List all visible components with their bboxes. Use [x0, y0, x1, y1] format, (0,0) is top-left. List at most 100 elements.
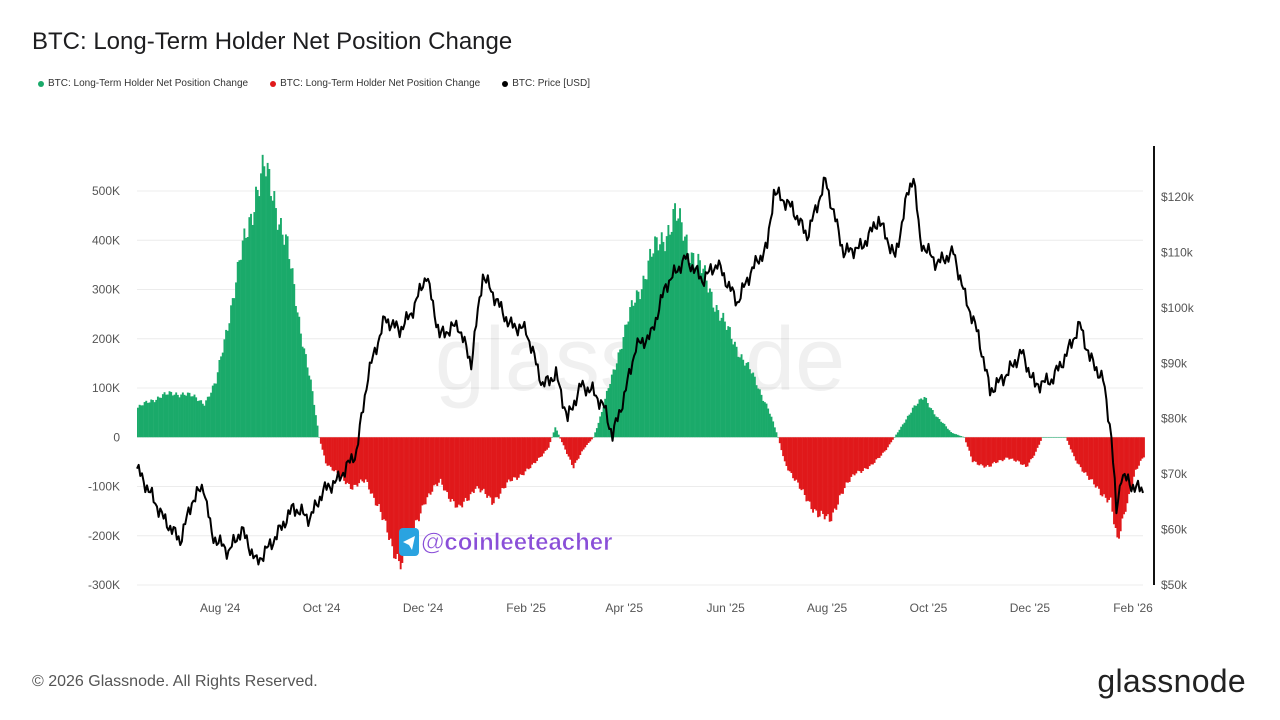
bar-positive: [717, 310, 720, 438]
bar-positive: [600, 411, 603, 438]
bar-negative: [406, 437, 409, 551]
bar-negative: [512, 437, 515, 478]
bar-negative: [1071, 437, 1074, 453]
bar-negative: [835, 437, 838, 510]
bar-negative: [1073, 437, 1076, 457]
bar-negative: [437, 437, 440, 483]
bar-negative: [534, 437, 537, 464]
bar-negative: [434, 437, 437, 485]
bar-negative: [522, 437, 525, 476]
y-left-tick: 0: [113, 430, 120, 444]
bar-negative: [329, 437, 332, 467]
bar-negative: [1038, 437, 1041, 445]
bar-negative: [1023, 437, 1026, 465]
bar-positive: [151, 400, 154, 438]
bar-positive: [745, 362, 748, 438]
price-group: [136, 176, 1144, 566]
bar-negative: [1086, 437, 1089, 476]
y-right-tick: $120k: [1161, 190, 1195, 204]
bar-positive: [777, 437, 780, 438]
bar-negative: [866, 437, 869, 470]
bar-positive: [146, 402, 149, 438]
bar-negative: [1014, 437, 1017, 462]
y-left-tick: 200K: [92, 332, 120, 346]
bar-negative: [476, 437, 479, 487]
bar-negative: [526, 437, 528, 469]
bar-positive: [763, 402, 766, 438]
bar-positive: [255, 186, 257, 438]
y-left-tick: -200K: [88, 529, 120, 543]
bar-positive: [280, 218, 282, 438]
bar-negative: [541, 437, 543, 457]
x-tick: Oct '25: [910, 601, 948, 615]
bar-positive: [692, 253, 695, 438]
bar-positive: [556, 430, 558, 438]
bar-positive: [313, 404, 316, 438]
bar-positive: [304, 354, 307, 438]
bar-positive: [138, 404, 141, 438]
bar-negative: [833, 437, 836, 509]
bar-positive: [720, 317, 723, 438]
bar-negative: [408, 437, 410, 538]
bar-positive: [930, 408, 933, 438]
bar-negative: [559, 437, 562, 439]
bar-positive: [938, 418, 941, 438]
bar-negative: [815, 437, 818, 511]
bar-negative: [783, 437, 786, 462]
bar-negative: [527, 437, 530, 470]
bar-positive: [216, 372, 219, 438]
legend-label: BTC: Long-Term Holder Net Position Chang…: [48, 78, 249, 89]
legend-dot-black-icon: [502, 80, 509, 87]
bar-positive: [604, 398, 607, 438]
bar-positive: [660, 232, 663, 438]
y-left-tick: -300K: [88, 578, 120, 592]
bar-negative: [427, 437, 430, 494]
bar-negative: [873, 437, 876, 463]
bar-negative: [354, 437, 357, 485]
bar-negative: [384, 437, 387, 521]
bar-negative: [472, 437, 475, 493]
bar-negative: [580, 437, 583, 452]
bar-negative: [467, 437, 470, 501]
bar-negative: [404, 437, 407, 554]
bar-positive: [176, 394, 179, 438]
bar-positive: [650, 256, 653, 438]
legend-item-positive[interactable]: BTC: Long-Term Holder Net Position Chang…: [38, 78, 248, 89]
bar-positive: [1048, 437, 1051, 438]
bar-positive: [155, 399, 158, 438]
bar-negative: [398, 437, 400, 562]
bar-negative: [444, 437, 447, 491]
bar-negative: [883, 437, 886, 452]
bar-positive: [682, 240, 685, 438]
bar-positive: [925, 397, 928, 438]
bar-negative: [1011, 437, 1014, 459]
legend: BTC: Long-Term Holder Net Position Chang…: [38, 78, 590, 89]
bar-positive: [221, 352, 224, 438]
bar-negative: [454, 437, 457, 508]
bar-negative: [331, 437, 334, 471]
bar-negative: [494, 437, 497, 498]
bar-positive: [278, 224, 281, 438]
bar-negative: [802, 437, 805, 490]
bar-negative: [1131, 437, 1134, 487]
bar-negative: [975, 437, 977, 462]
bar-negative: [1103, 437, 1105, 495]
bar-positive: [250, 213, 252, 438]
bar-negative: [808, 437, 811, 502]
bar-negative: [451, 437, 454, 499]
bar-negative: [469, 437, 472, 495]
bar-negative: [491, 437, 494, 505]
bar-positive: [243, 228, 246, 438]
bar-negative: [1033, 437, 1036, 456]
bar-negative: [358, 437, 361, 484]
legend-item-negative[interactable]: BTC: Long-Term Holder Net Position Chang…: [270, 78, 480, 89]
bar-positive: [1043, 437, 1046, 438]
bar-positive: [695, 265, 698, 438]
bar-positive: [190, 396, 193, 438]
legend-item-price[interactable]: BTC: Price [USD]: [502, 78, 590, 89]
bar-negative: [978, 437, 981, 466]
bar-positive: [261, 154, 264, 438]
bar-negative: [411, 437, 414, 536]
bar-negative: [423, 437, 425, 505]
